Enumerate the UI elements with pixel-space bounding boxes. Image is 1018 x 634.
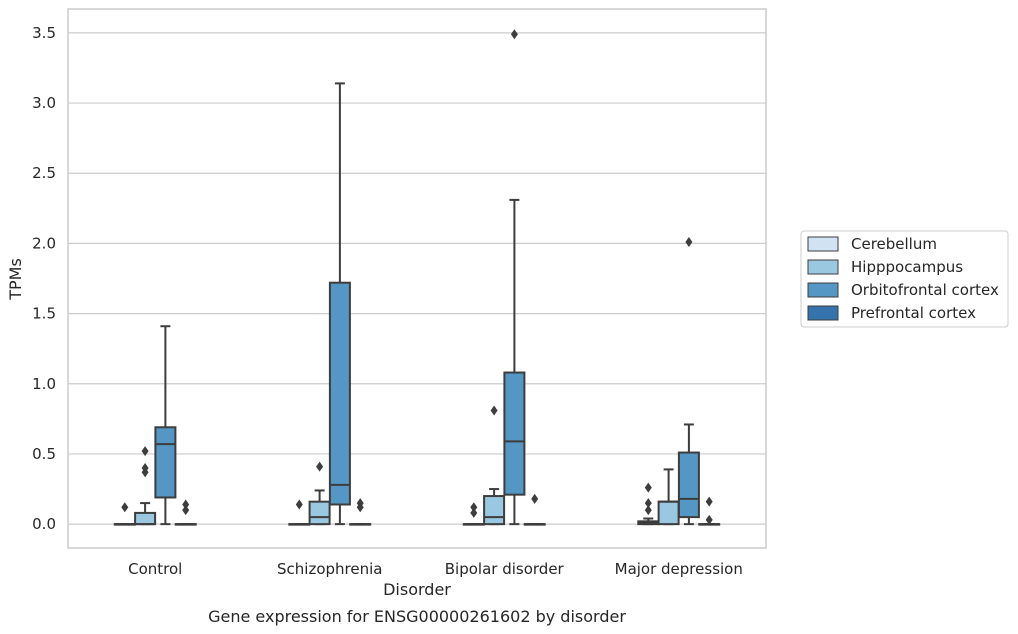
- outlier-point: [705, 514, 713, 525]
- outlier-point: [182, 499, 190, 510]
- legend-swatch: [807, 282, 839, 298]
- box-orbitofrontal-cortex: [503, 29, 526, 526]
- outlier-point: [141, 446, 149, 457]
- legend-label: Orbitofrontal cortex: [851, 281, 999, 299]
- legend-label: Cerebellum: [851, 235, 937, 253]
- box-hipppocampus: [134, 446, 157, 526]
- box-prefrontal-cortex: [174, 499, 197, 526]
- box-body: [328, 281, 351, 506]
- y-tick-label: 2.5: [32, 164, 56, 182]
- outlier-point: [121, 502, 129, 513]
- box-body: [154, 426, 177, 499]
- x-axis-title: Disorder: [383, 580, 451, 599]
- figure-caption: Gene expression for ENSG00000261602 by d…: [208, 607, 626, 626]
- y-tick-label: 1.5: [32, 305, 56, 323]
- box-orbitofrontal-cortex: [154, 325, 177, 526]
- box-prefrontal-cortex: [349, 498, 372, 526]
- box-body: [134, 511, 157, 526]
- legend-label: Prefrontal cortex: [851, 304, 976, 322]
- outlier-point: [295, 499, 303, 510]
- legend-swatch: [807, 305, 839, 321]
- box-body: [677, 451, 700, 519]
- box-body: [483, 495, 506, 526]
- box-hipppocampus: [657, 468, 680, 526]
- box-orbitofrontal-cortex: [328, 82, 351, 526]
- plot-background: [68, 9, 766, 548]
- box-hipppocampus: [308, 461, 331, 526]
- outlier-point: [644, 505, 652, 516]
- box-prefrontal-cortex: [698, 496, 721, 526]
- outlier-point: [510, 29, 518, 40]
- outlier-point: [644, 498, 652, 509]
- outlier-point: [470, 502, 478, 513]
- outlier-point: [685, 237, 693, 248]
- outlier-point: [705, 496, 713, 507]
- y-axis-title: TPMs: [6, 258, 25, 301]
- outlier-point: [531, 493, 539, 504]
- y-tick-label: 2.0: [32, 234, 56, 252]
- outlier-point: [470, 507, 478, 518]
- y-tick-label: 0.5: [32, 445, 56, 463]
- box-prefrontal-cortex: [523, 493, 546, 526]
- legend-swatch: [807, 236, 839, 252]
- x-tick-label: Major depression: [615, 560, 743, 578]
- outlier-point: [141, 462, 149, 473]
- x-tick-labels: Control Schizophrenia Bipolar disorder Majo…: [128, 560, 743, 578]
- y-tick-label: 3.5: [32, 24, 56, 42]
- y-tick-label: 3.0: [32, 94, 56, 112]
- box-body: [657, 500, 680, 526]
- legend-frame: [800, 230, 1009, 328]
- outlier-point: [356, 498, 364, 509]
- box-orbitofrontal-cortex: [677, 237, 700, 526]
- y-tick-label: 0.0: [32, 515, 56, 533]
- x-tick-label: Control: [128, 560, 182, 578]
- legend: Cerebellum Hipppocampus Orbitofrontal cort…: [800, 230, 1009, 328]
- x-tick-label: Schizophrenia: [277, 560, 382, 578]
- x-tick-label: Bipolar disorder: [445, 560, 565, 578]
- legend-swatch: [807, 259, 839, 275]
- outlier-point: [644, 482, 652, 493]
- plot-frame: [67, 8, 767, 549]
- outlier-point: [182, 505, 190, 516]
- box-body: [503, 371, 526, 496]
- outlier-point: [316, 461, 324, 472]
- box-hipppocampus: [483, 405, 506, 526]
- box-body: [308, 500, 331, 526]
- y-tick-label: 1.0: [32, 375, 56, 393]
- legend-label: Hipppocampus: [851, 258, 963, 276]
- y-tick-labels: 0.0 0.5 1.0 1.5 2.0 2.5 3.0 3.5: [32, 24, 56, 533]
- box-series: [113, 29, 721, 526]
- outlier-point: [490, 405, 498, 416]
